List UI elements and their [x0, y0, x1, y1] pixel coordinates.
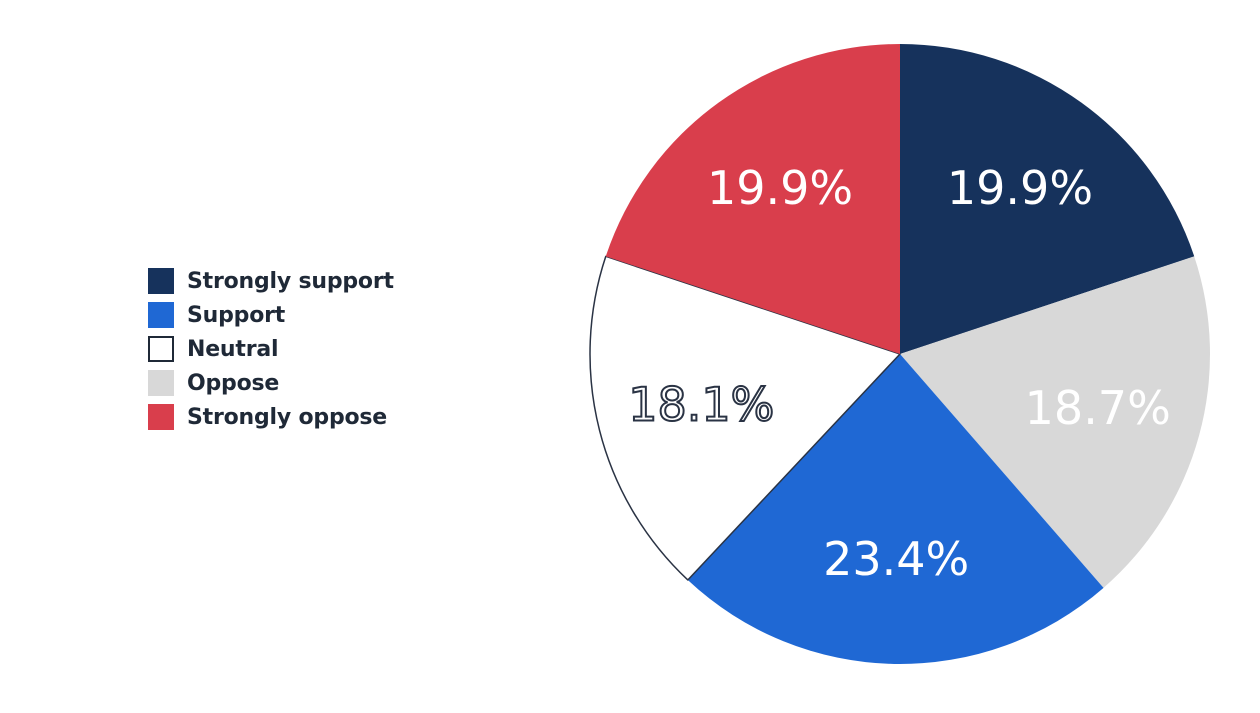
pie-label-strongly-oppose: 19.9% — [707, 161, 853, 215]
legend-item-support: Support — [148, 298, 468, 332]
chart-legend: Strongly support Support Neutral Oppose … — [148, 264, 468, 434]
pie-label-oppose: 18.7% — [1025, 381, 1171, 435]
legend-label-strongly-support: Strongly support — [187, 268, 394, 294]
legend-item-strongly-support: Strongly support — [148, 264, 468, 298]
pie-slice-support — [687, 354, 1104, 665]
pie-label-strongly-support: 19.9% — [947, 161, 1093, 215]
pie-slice-oppose — [900, 256, 1211, 588]
legend-item-neutral: Neutral — [148, 332, 468, 366]
pie-label-support: 23.4% — [823, 532, 969, 586]
legend-swatch-strongly-oppose — [148, 404, 174, 430]
legend-label-strongly-oppose: Strongly oppose — [187, 404, 388, 430]
legend-label-oppose: Oppose — [187, 370, 280, 396]
legend-label-neutral: Neutral — [187, 336, 279, 362]
legend-swatch-oppose — [148, 370, 174, 396]
legend-swatch-support — [148, 302, 174, 328]
legend-item-oppose: Oppose — [148, 366, 468, 400]
legend-label-support: Support — [187, 302, 286, 328]
pie-slices — [589, 44, 1211, 665]
legend-item-strongly-oppose: Strongly oppose — [148, 400, 468, 434]
pie-label-neutral: 18.1% — [628, 377, 774, 431]
legend-swatch-strongly-support — [148, 268, 174, 294]
legend-swatch-neutral — [148, 336, 174, 362]
pie-slice-strongly-support — [900, 44, 1195, 354]
pie-slice-neutral — [589, 255, 901, 581]
pie-slice-strongly-oppose — [605, 44, 900, 354]
pie-data-labels: 19.9% 18.7% 23.4% 18.1% 19.9% — [627, 161, 1171, 586]
